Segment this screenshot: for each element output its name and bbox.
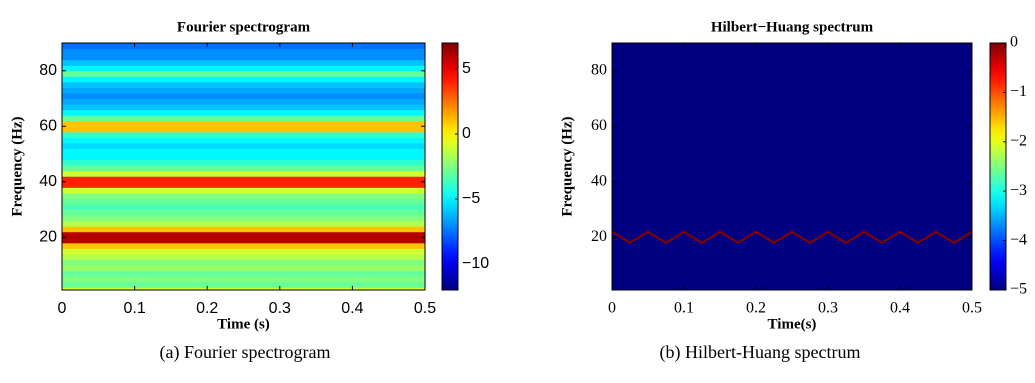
spectrum-row	[62, 120, 425, 127]
spectrum-row	[62, 209, 425, 216]
x-tick-label: 0	[608, 300, 616, 317]
x-axis-label: Time (s)	[217, 316, 270, 332]
plot-area	[62, 43, 425, 290]
spectrum-row	[62, 137, 425, 144]
colorbar-tick-label: −1	[1010, 83, 1027, 100]
chart-title: Hilbert−Huang spectrum	[711, 19, 874, 35]
colorbar	[989, 42, 1007, 291]
spectrum-row	[62, 54, 425, 61]
spectrum-row	[62, 92, 425, 100]
spectrum-row	[62, 154, 425, 161]
spectrum-row	[62, 98, 425, 105]
panel-a: 0 0.1 0.2 0.3 0.4 0.5 20 40 60 80 5 0 −5 −10 Fourier s…	[9, 19, 489, 363]
spectrum-row	[62, 181, 425, 188]
axes-frame	[61, 42, 426, 291]
instantaneous-frequency	[612, 230, 972, 245]
panel-b: 0 0.1 0.2 0.3 0.4 0.5 20 40 60 80 0 −1 −2 −3 −4 −5 Hilbe…	[559, 19, 1027, 363]
colorbar-tick-label: −2	[1010, 132, 1027, 149]
x-tick-label: 0.2	[746, 300, 766, 317]
chart-title: Fourier spectrogram	[177, 19, 311, 35]
spectrum-row	[62, 48, 425, 55]
spectrum-row	[62, 131, 425, 138]
spectrum-row	[62, 81, 425, 88]
colorbar-tick-label: 5	[462, 60, 471, 77]
x-tick-label: 0.4	[341, 300, 363, 317]
y-tick-label: 80	[39, 62, 57, 79]
spectrum-row	[62, 65, 425, 72]
spectrum-row	[62, 187, 425, 194]
spectrum-row	[62, 109, 425, 116]
spectrum-row	[62, 170, 425, 177]
spectrum-row	[62, 215, 425, 222]
y-axis-label: Frequency (Hz)	[9, 116, 25, 216]
spectrum-row	[62, 276, 425, 283]
spectrum-row	[62, 248, 425, 255]
x-tick-label: 0.4	[890, 300, 910, 317]
x-tick-label: 0.3	[818, 300, 838, 317]
x-tick-label: 0.2	[196, 300, 218, 317]
spectrum-row	[62, 253, 425, 260]
x-tick-label: 0.5	[962, 300, 982, 317]
spectrum-row	[62, 159, 425, 166]
spectrum-row	[62, 242, 425, 249]
y-tick-label: 40	[591, 172, 607, 189]
spectrum-row	[62, 142, 425, 149]
spectrum-row	[62, 70, 425, 77]
spectrum-row	[62, 281, 425, 288]
spectrum-row	[62, 87, 425, 94]
axes-frame	[611, 42, 973, 291]
spectrum-row	[62, 270, 425, 277]
x-tick-label: 0.5	[414, 300, 436, 317]
spectrum-row	[62, 226, 425, 233]
y-tick-label: 40	[39, 173, 57, 190]
colorbar	[441, 42, 459, 291]
spectrum-row	[62, 59, 425, 66]
spectrum-row	[62, 126, 425, 133]
spectrum-row	[62, 115, 425, 122]
colorbar-tick-label: −5	[462, 190, 480, 207]
y-tick-label: 20	[591, 228, 607, 245]
y-tick-label: 60	[39, 117, 57, 134]
colorbar-tick-label: 0	[462, 125, 471, 142]
spectrum-row	[62, 165, 425, 172]
colorbar-tick-label: −5	[1010, 281, 1027, 298]
y-tick-label: 20	[39, 228, 57, 245]
colorbar-tick-label: 0	[1010, 34, 1018, 51]
spectrum-row	[62, 220, 425, 227]
y-axis-label: Frequency (Hz)	[559, 116, 575, 216]
x-tick-label: 0.1	[674, 300, 694, 317]
x-axis-label: Time(s)	[768, 316, 817, 332]
spectrum-row	[62, 104, 425, 111]
y-tick-label: 60	[591, 117, 607, 134]
colorbar-tick-label: −3	[1010, 182, 1027, 199]
spectrum-row	[62, 287, 425, 290]
spectrum-row	[62, 176, 425, 183]
x-tick-label: 0	[58, 300, 67, 317]
spectrum-row	[62, 237, 425, 244]
colorbar-tick-label: −4	[1010, 231, 1027, 248]
spectrum-row	[62, 265, 425, 272]
spectrum-row	[62, 76, 425, 83]
spectrum-row	[62, 148, 425, 155]
spectrum-row	[62, 203, 425, 211]
spectrum-row	[62, 198, 425, 205]
y-tick-label: 80	[591, 61, 607, 78]
caption: (a) Fourier spectrogram	[160, 342, 331, 363]
spectrum-row	[62, 259, 425, 266]
x-tick-label: 0.3	[269, 300, 291, 317]
spectrum-row	[62, 192, 425, 199]
caption: (b) Hilbert-Huang spectrum	[660, 342, 861, 363]
spectrum-row	[62, 43, 425, 50]
spectrum-background	[612, 43, 972, 290]
x-tick-label: 0.1	[123, 300, 145, 317]
plot-area	[612, 43, 972, 290]
colorbar-tick-label: −10	[462, 255, 489, 272]
spectrum-row	[62, 231, 425, 238]
